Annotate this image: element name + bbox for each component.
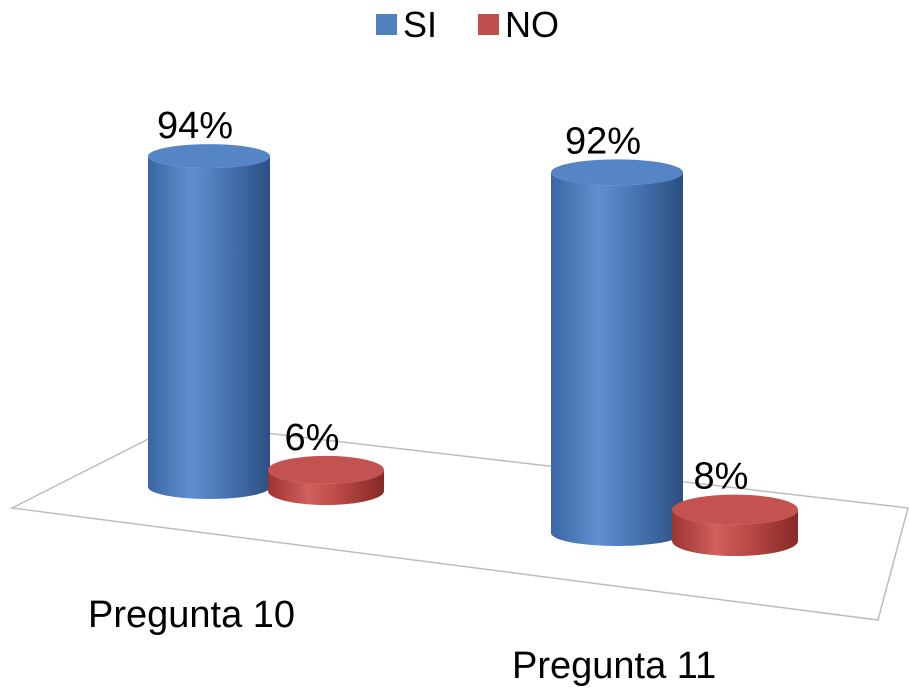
legend-item-no: NO [478, 4, 559, 45]
legend-label-no: NO [505, 4, 559, 45]
data-label-pregunta-11-no: 8% [694, 456, 749, 498]
bar-pregunta-10-no [268, 455, 384, 505]
legend-swatch-si [376, 14, 397, 35]
data-label-pregunta-10-no: 6% [285, 417, 340, 459]
legend-item-si: SI [376, 4, 437, 45]
legend-swatch-no [478, 14, 499, 35]
data-label-pregunta-10-si: 94% [157, 105, 233, 147]
category-label-pregunta-11: Pregunta 11 [512, 645, 716, 687]
data-labels: 94% 6% 92% 8% [157, 105, 748, 498]
chart-floor [9, 422, 909, 621]
bar-pregunta-11-no [672, 494, 798, 556]
bar-pregunta-10-si [148, 144, 270, 499]
category-axis-labels: Pregunta 10 Pregunta 11 [88, 594, 716, 687]
bar-pregunta-11-si [551, 159, 683, 547]
chart-legend: SI NO [376, 4, 559, 45]
legend-label-si: SI [403, 4, 437, 45]
data-label-pregunta-11-si: 92% [565, 120, 641, 162]
plot-area [148, 144, 798, 556]
category-label-pregunta-10: Pregunta 10 [88, 594, 295, 636]
